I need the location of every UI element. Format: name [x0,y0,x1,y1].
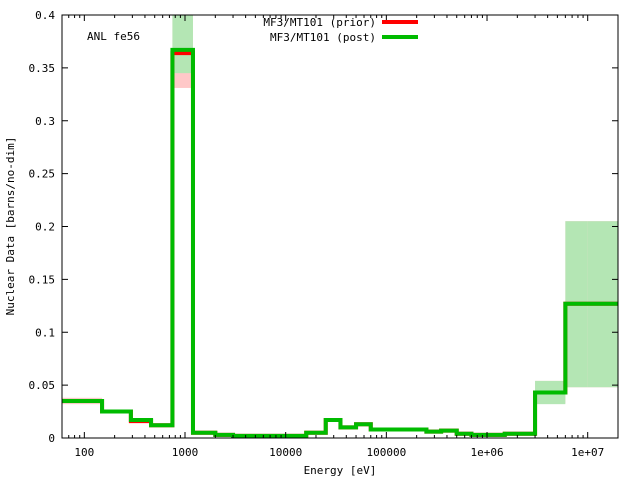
x-tick-label: 1e+07 [571,446,604,459]
plot-frame [61,14,619,439]
y-tick-label: 0.1 [35,326,55,339]
y-tick-label: 0.3 [35,115,55,128]
x-tick-label: 100000 [366,446,406,459]
y-tick-label: 0 [48,432,55,445]
x-tick-label: 1e+06 [470,446,503,459]
x-tick-label: 100 [74,446,94,459]
series-line-prior [62,51,618,438]
legend-label-prior: MF3/MT101 (prior) [263,16,376,29]
y-tick-label: 0.4 [35,9,55,22]
axes: 100 1000 10000 100000 1e+06 1e+07 0 0.05 0.1 0.15… [29,9,619,459]
uncertainty-band-1-bin-4 [172,15,193,74]
y-tick-label: 0.15 [29,273,56,286]
y-tick-label: 0.2 [35,221,55,234]
series-group [62,47,618,438]
x-tick-label: 10000 [269,446,302,459]
x-tick-label: 1000 [172,446,199,459]
series-line-post [62,47,618,438]
y-tick-label: 0.05 [29,379,56,392]
legend-label-post: MF3/MT101 (post) [270,31,376,44]
legend: MF3/MT101 (prior) MF3/MT101 (post) [263,16,418,44]
y-tick-label: 0.25 [29,168,56,181]
uncertainty-bands [62,15,618,435]
x-axis-label: Energy [eV] [304,464,377,477]
annotation: ANL fe56 [87,30,140,43]
y-axis-label: Nuclear Data [barns/no-dim] [4,137,17,316]
y-tick-label: 0.35 [29,62,56,75]
